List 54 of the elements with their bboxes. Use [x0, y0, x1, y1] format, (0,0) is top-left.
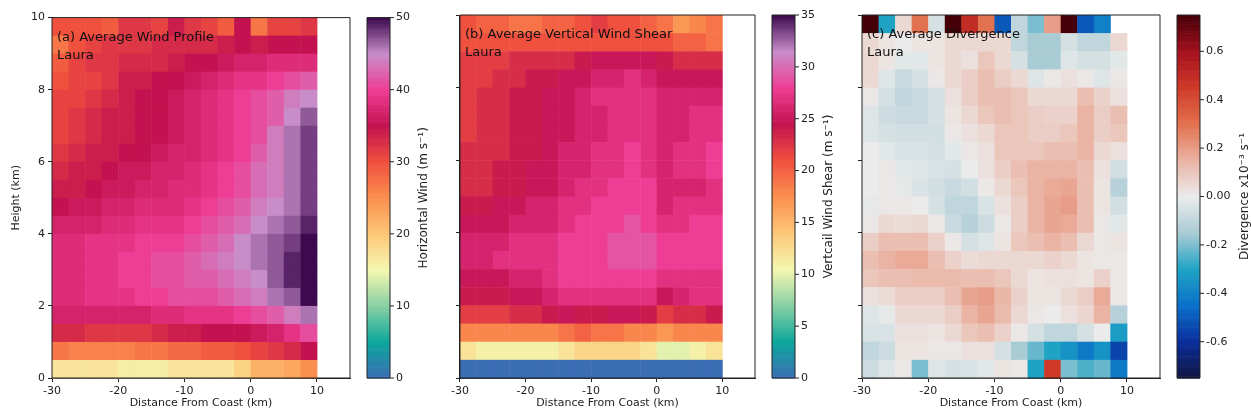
- text: Laura: [867, 44, 904, 60]
- x-tick-label: -10: [985, 384, 1004, 398]
- text: (a) Average Wind Profile: [57, 28, 214, 44]
- color-bar-title: Divergence x10⁻³ s⁻¹: [1236, 132, 1251, 260]
- color-bar-label: 0: [396, 370, 403, 384]
- color-bar-label: 40: [396, 82, 410, 96]
- x-tick-label: -30: [853, 384, 871, 398]
- x-tick-label: 10: [309, 384, 324, 398]
- color-bar-label: 0.00: [1206, 189, 1231, 203]
- x-tick-label: -20: [516, 384, 535, 398]
- x-tick-label: 0: [1057, 384, 1065, 398]
- text: Laura: [464, 44, 502, 60]
- x-tick-label: 10: [715, 384, 730, 398]
- x-tick-label: -20: [919, 384, 938, 398]
- color-bar-label: 30: [396, 154, 410, 168]
- text: Laura: [57, 46, 94, 62]
- y-tick-label: 4: [38, 226, 45, 240]
- color-bar-label: 35: [801, 7, 815, 21]
- color-bar-label: 0.6: [1206, 44, 1224, 58]
- x-tick-label: -30: [451, 384, 469, 398]
- y-tick-label: 10: [31, 10, 45, 24]
- y-tick-label: 6: [38, 154, 45, 168]
- y-tick-label: 0: [38, 370, 45, 384]
- color-bar-title: Horizontal Wind (m s⁻¹): [416, 127, 431, 269]
- color-bar-label: 25: [801, 111, 815, 125]
- color-bar-label: 10: [396, 298, 410, 312]
- y-axis-title: Height (km): [9, 165, 23, 231]
- color-bar-label: 0.2: [1206, 140, 1224, 154]
- color-bar-label: 5: [801, 319, 808, 332]
- color-bar-label: 0: [801, 370, 808, 384]
- x-tick-label: -10: [582, 384, 601, 398]
- x-axis-title: Distance From Coast (km): [129, 396, 273, 410]
- color-bar-label: 50: [396, 10, 410, 24]
- x-tick-label: 10: [1119, 384, 1134, 398]
- color-bar-label: -0.6: [1206, 334, 1228, 348]
- y-tick-label: 2: [38, 298, 45, 312]
- color-bar-title: Vertcail Wind Shear (m s⁻¹): [821, 114, 836, 279]
- color-bar-label: 10: [801, 267, 815, 281]
- color-bar-label: 15: [801, 215, 815, 229]
- x-tick-label: -10: [175, 384, 194, 398]
- color-bar-label: 30: [801, 59, 815, 73]
- color-bar-label: 0.4: [1206, 92, 1224, 106]
- x-tick-label: -20: [109, 384, 128, 398]
- x-tick-label: -30: [43, 384, 61, 398]
- x-axis-title: Distance From Coast (km): [939, 396, 1083, 410]
- x-tick-label: 0: [247, 384, 255, 398]
- text: (b) Average Vertical Wind Shear: [464, 26, 674, 42]
- color-bar-label: -0.2: [1206, 237, 1228, 251]
- color-bar-label: 20: [396, 226, 410, 240]
- color-bar-label: -0.4: [1206, 286, 1228, 300]
- color-bar-label: 20: [801, 163, 815, 177]
- x-tick-label: 0: [653, 384, 661, 398]
- y-tick-label: 8: [38, 82, 45, 96]
- x-axis-title: Distance From Coast (km): [536, 396, 679, 410]
